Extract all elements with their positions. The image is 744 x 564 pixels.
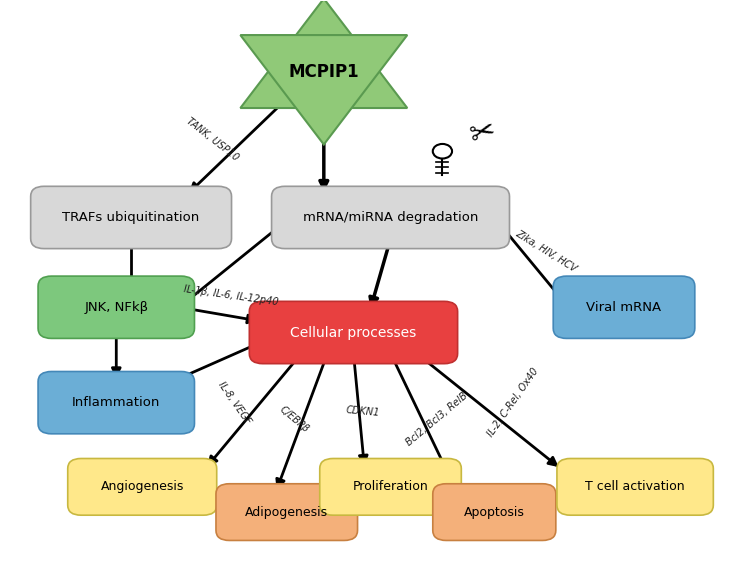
Text: MCPIP1: MCPIP1 <box>289 63 359 81</box>
Polygon shape <box>240 0 407 108</box>
Text: TANK, USP10: TANK, USP10 <box>185 116 241 162</box>
Text: Bcl2, Bcl3, RelB: Bcl2, Bcl3, RelB <box>405 391 470 448</box>
Polygon shape <box>240 35 407 144</box>
FancyBboxPatch shape <box>31 186 231 249</box>
Text: TRAFs ubiquitination: TRAFs ubiquitination <box>62 211 199 224</box>
Text: Apoptosis: Apoptosis <box>464 505 525 519</box>
Text: ✂: ✂ <box>467 116 499 151</box>
Text: Cellular processes: Cellular processes <box>290 325 417 340</box>
FancyBboxPatch shape <box>557 459 713 515</box>
Text: mRNA/miRNA degradation: mRNA/miRNA degradation <box>303 211 478 224</box>
FancyBboxPatch shape <box>216 484 358 540</box>
Text: IL-2, C-Rel, Ox40: IL-2, C-Rel, Ox40 <box>485 367 540 439</box>
Text: C/EBPβ: C/EBPβ <box>278 404 311 435</box>
FancyBboxPatch shape <box>38 372 194 434</box>
Text: Angiogenesis: Angiogenesis <box>100 481 184 494</box>
FancyBboxPatch shape <box>320 459 461 515</box>
FancyBboxPatch shape <box>249 301 458 364</box>
Text: Inflammation: Inflammation <box>72 396 161 409</box>
FancyBboxPatch shape <box>554 276 695 338</box>
FancyBboxPatch shape <box>38 276 194 338</box>
FancyBboxPatch shape <box>272 186 510 249</box>
Text: Adipogenesis: Adipogenesis <box>246 505 328 519</box>
Text: IL-1β, IL-6, IL-12p40: IL-1β, IL-6, IL-12p40 <box>183 284 279 307</box>
Text: Viral mRNA: Viral mRNA <box>586 301 661 314</box>
FancyBboxPatch shape <box>433 484 556 540</box>
Text: CDKN1: CDKN1 <box>346 404 380 417</box>
Text: JNK, NFkβ: JNK, NFkβ <box>84 301 148 314</box>
Text: T cell activation: T cell activation <box>586 481 685 494</box>
Text: IL-8, VEGF: IL-8, VEGF <box>217 380 253 426</box>
Text: Proliferation: Proliferation <box>353 481 429 494</box>
Text: Zika, HIV, HCV: Zika, HIV, HCV <box>514 228 579 274</box>
FancyBboxPatch shape <box>68 459 217 515</box>
